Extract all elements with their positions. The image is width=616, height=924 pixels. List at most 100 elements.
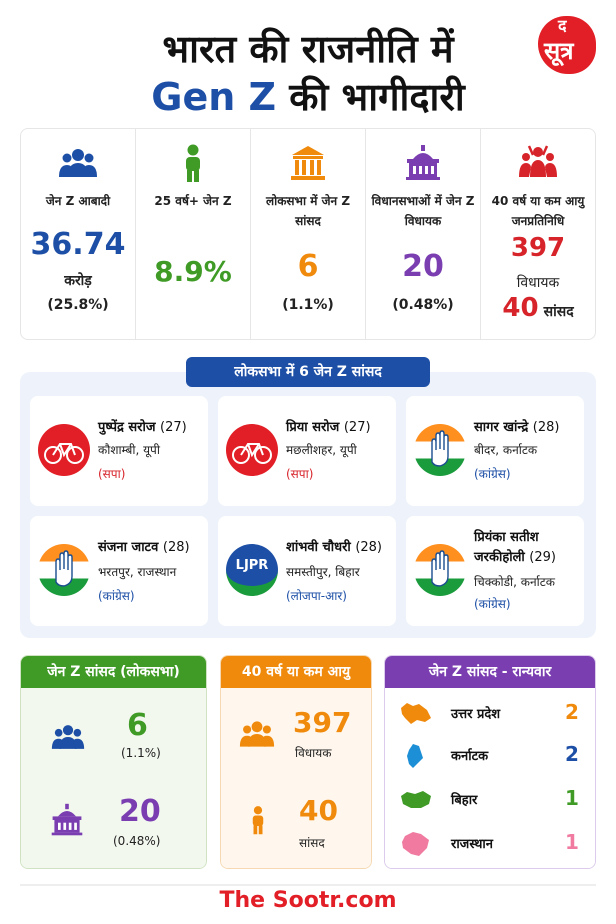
stat-value: 8.9% <box>154 255 232 288</box>
state-name: बिहार <box>451 793 478 808</box>
stat-unit: करोड़ <box>64 273 92 289</box>
footer-divider <box>20 884 596 886</box>
stat-percent: (0.48%) <box>392 297 454 313</box>
mp-name: सागर खांन्द्रे (28) <box>474 420 560 435</box>
state-value: 2 <box>565 700 579 724</box>
stat-label: लोकसभा में जेन Z सांसद <box>265 194 351 228</box>
mp-card: सागर खांन्द्रे (28) बीदर, कर्नाटक (कांग्… <box>406 396 584 506</box>
group-icon <box>239 721 275 747</box>
mp-card: प्रियंका सतीश जरकीहोली (29) चिक्कोडी, कर… <box>406 516 584 626</box>
stats-row: जेन Z आबादी 36.74 करोड़ (25.8%) 25 वर्ष+… <box>20 128 596 340</box>
mp-name: पुष्पेंद्र सरोज (27) <box>98 420 187 435</box>
mp-party: (कांग्रेस) <box>98 589 135 603</box>
mp-place: बीदर, कर्नाटक <box>474 443 538 457</box>
logo-word: सूत्र <box>544 37 574 65</box>
stat-value: 20 <box>402 249 444 284</box>
stat-unit: विधायक <box>516 275 560 291</box>
mp-party: (कांग्रेस) <box>474 597 511 611</box>
parliament-icon <box>291 146 325 180</box>
mp-name: संजना जाटव (28) <box>98 540 190 555</box>
bihar-map-icon <box>401 791 431 808</box>
assembly-icon <box>51 803 83 836</box>
state-name: कर्नाटक <box>451 749 489 764</box>
mp-place: भरतपुर, राजस्थान <box>98 565 177 579</box>
stat-under-40: 40 वर्ष या कम आयु जनप्रतिनिधि 397 विधायक… <box>481 129 595 339</box>
title-genz: Gen Z <box>151 75 277 119</box>
state-name: उत्तर प्रदेश <box>451 707 501 722</box>
mp-section-title: लोकसभा में 6 जेन Z सांसद <box>186 357 430 387</box>
stat-population: जेन Z आबादी 36.74 करोड़ (25.8%) <box>21 129 136 339</box>
panel-under-40: 40 वर्ष या कम आयु 397 विधायक 40 सांसद <box>220 655 372 869</box>
mp-place: कौशाम्बी, यूपी <box>98 443 160 457</box>
state-row-karnataka: कर्नाटक 2 <box>395 738 585 774</box>
panel-genz-mps: जेन Z सांसद (लोकसभा) 6 (1.1%) 20 (0.48%) <box>20 655 207 869</box>
stat-lok-sabha: लोकसभा में जेन Z सांसद 6 (1.1%) <box>251 129 366 339</box>
stat-label: जेन Z आबादी <box>45 194 111 208</box>
sootr-logo: द सूत्र <box>532 12 600 76</box>
up-map-icon <box>401 703 431 724</box>
mp-card: प्रिया सरोज (27) मछलीशहर, यूपी (सपा) <box>218 396 396 506</box>
cycle-icon <box>38 424 90 476</box>
panel-value: 20 <box>119 794 161 829</box>
stat-mp-row: 40 सांसद <box>481 293 595 323</box>
mp-party: (सपा) <box>98 467 126 481</box>
assembly-icon <box>406 145 440 180</box>
logo-badge <box>538 16 596 74</box>
state-row-bihar: बिहार 1 <box>395 782 585 818</box>
person-icon <box>252 806 264 835</box>
header: भारत की राजनीति में Gen Z की भागीदारी द … <box>0 0 616 128</box>
mp-place: समस्तीपुर, बिहार <box>286 565 360 579</box>
ljpr-logo: LJPR <box>226 544 278 596</box>
panel-value: 40 <box>299 794 338 827</box>
stat-label: 25 वर्ष+ जेन Z <box>154 194 232 208</box>
mp-place: मछलीशहर, यूपी <box>286 443 357 457</box>
mp-party: (कांग्रेस) <box>474 467 511 481</box>
stat-value-mps: 40 <box>502 293 539 323</box>
panel-sub: (0.48%) <box>113 834 161 848</box>
leaders-icon <box>519 145 557 177</box>
state-name: राजस्थान <box>451 837 494 852</box>
state-value: 1 <box>565 830 579 854</box>
logo-top-text: द <box>558 16 567 35</box>
stat-value: 6 <box>297 249 319 284</box>
karnataka-map-icon <box>407 744 423 768</box>
cycle-icon <box>226 424 278 476</box>
group-icon <box>59 149 97 177</box>
mp-party: (लोजपा-आर) <box>286 589 347 603</box>
state-value: 2 <box>565 742 579 766</box>
mp-card: संजना जाटव (28) भरतपुर, राजस्थान (कांग्र… <box>30 516 208 626</box>
panel-statewise: जेन Z सांसद - रान्यवार उत्तर प्रदेश 2 कर… <box>384 655 596 869</box>
hand-icon <box>414 544 466 596</box>
mp-place: चिक्कोडी, कर्नाटक <box>474 575 555 589</box>
stat-25plus: 25 वर्ष+ जेन Z 8.9% <box>136 129 251 339</box>
hand-icon <box>38 544 90 596</box>
state-row-up: उत्तर प्रदेश 2 <box>395 696 585 732</box>
mp-name: शांभवी चौधरी (28) <box>286 540 382 555</box>
state-value: 1 <box>565 786 579 810</box>
stat-unit-mps: सांसद <box>543 304 574 320</box>
stat-percent: (25.8%) <box>47 297 109 313</box>
footer-site: The Sootr.com <box>219 888 397 913</box>
stat-percent: (1.1%) <box>282 297 334 313</box>
stat-value: 397 <box>510 233 566 263</box>
panel-sub: विधायक <box>295 746 332 760</box>
group-icon <box>51 725 85 749</box>
rajasthan-map-icon <box>402 832 429 856</box>
state-row-rajasthan: राजस्थान 1 <box>395 826 585 862</box>
stat-label: विधानसभाओं में जेन Z विधायक <box>371 194 475 228</box>
hand-icon <box>414 424 466 476</box>
mp-card: LJPR शांभवी चौधरी (28) समस्तीपुर, बिहार … <box>218 516 396 626</box>
title-rest: की भागीदारी <box>276 75 465 119</box>
panel-title: जेन Z सांसद (लोकसभा) <box>21 656 206 688</box>
mp-name: प्रिया सरोज (27) <box>286 420 371 435</box>
page-title-line2: Gen Z की भागीदारी <box>0 70 616 122</box>
mp-name: प्रियंका सतीश जरकीहोली (29) <box>474 530 556 565</box>
page-title-line1: भारत की राजनीति में <box>162 27 454 71</box>
stat-vidhan-sabha: विधानसभाओं में जेन Z विधायक 20 (0.48%) <box>366 129 481 339</box>
person-icon <box>186 144 200 182</box>
panel-value: 6 <box>127 708 148 743</box>
mp-card: पुष्पेंद्र सरोज (27) कौशाम्बी, यूपी (सपा… <box>30 396 208 506</box>
stat-value: 36.74 <box>30 227 126 262</box>
panel-title: 40 वर्ष या कम आयु <box>221 656 371 688</box>
panel-value: 397 <box>293 706 352 739</box>
